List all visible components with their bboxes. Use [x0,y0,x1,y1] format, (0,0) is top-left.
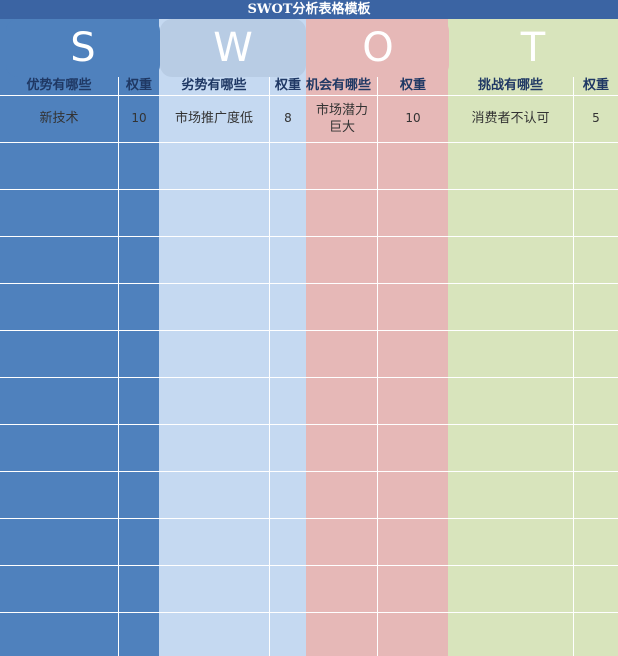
grid-line-h [0,189,618,190]
opportunity-letter-card: O [307,19,449,77]
header-opportunities[interactable]: 机会有哪些 [306,78,372,93]
grid-line-h [0,330,618,331]
grid-line-h [0,142,618,143]
weakness-letter-card: W [160,19,306,77]
grid-line-v [269,77,270,656]
cell-opportunity-item[interactable]: 市场潜力巨大 [315,102,368,135]
cell-strength-item[interactable]: 新技术 [39,111,79,126]
weakness-column [159,19,306,656]
grid-line-h [0,424,618,425]
header-strengths[interactable]: 优势有哪些 [26,78,92,93]
grid-line-h [0,612,618,613]
header-weaknesses-weight[interactable]: 权重 [274,78,301,93]
grid-line-h [0,518,618,519]
strength-letter-card: S [6,19,160,77]
grid-line-h [0,565,618,566]
header-opportunities-weight[interactable]: 权重 [399,78,426,93]
cell-weakness-weight[interactable]: 8 [284,111,292,125]
grid-line-v [377,77,378,656]
cell-strength-weight[interactable]: 10 [131,111,147,125]
header-strengths-weight[interactable]: 权重 [125,78,152,93]
header-threats[interactable]: 挑战有哪些 [477,78,543,93]
grid-line-h [0,283,618,284]
grid-line-h [0,377,618,378]
header-weaknesses[interactable]: 劣势有哪些 [181,78,247,93]
grid-line-h [0,471,618,472]
cell-threat-weight[interactable]: 5 [592,111,600,125]
strength-column [0,19,159,656]
cell-threat-item[interactable]: 消费者不认可 [471,111,550,126]
sheet-title: SWOT分析表格模板 [0,0,618,19]
cell-weakness-item[interactable]: 市场推广度低 [174,111,253,126]
header-threats-weight[interactable]: 权重 [582,78,609,93]
grid-line-h [0,236,618,237]
grid-line-v [573,77,574,656]
threat-column [448,19,618,656]
cell-opportunity-weight[interactable]: 10 [405,111,421,125]
threat-letter-card: T [450,19,616,77]
grid-line-v [118,77,119,656]
grid-line-h [0,95,618,96]
